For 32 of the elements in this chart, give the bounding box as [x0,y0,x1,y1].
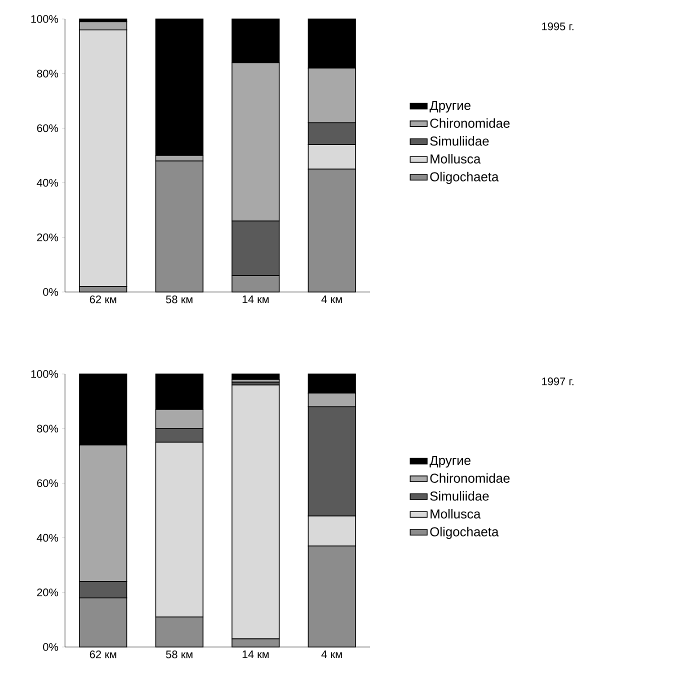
legend-label: Другие [430,100,470,113]
y-tick-label: 80% [37,70,58,78]
legend-label: Mollusca [430,509,481,519]
y-tick-label: 100% [31,370,58,378]
x-tick-label: 58 км [166,650,192,658]
legend-label: Oligochaeta [430,172,499,184]
x-tick-label: 62 км [90,296,116,304]
x-tick-label: 4 км [321,650,342,658]
y-tick-label: 20% [37,588,58,596]
x-tick-label: 14 км [242,296,269,304]
legend-label: Simuliidae [430,136,489,146]
legend-label: Chironomidae [430,118,510,128]
y-tick-label: 80% [37,424,58,432]
legend-label: Mollusca [430,154,481,164]
legend-label: Chironomidae [430,473,510,483]
legend-label: Oligochaeta [430,526,499,539]
y-tick-label: 20% [37,234,58,242]
x-tick-label: 14 км [242,650,269,658]
x-tick-label: 62 км [90,650,116,658]
x-tick-label: 58 км [166,296,192,304]
y-tick-label: 40% [36,534,58,542]
y-tick-label: 60% [37,479,58,488]
y-tick-label: 100% [31,15,58,23]
y-tick-label: 0% [43,643,58,651]
y-tick-label: 0% [43,288,58,296]
x-tick-label: 4 км [321,296,342,304]
legend-label: Simuliidae [430,491,489,501]
text: 1997 г. [542,378,574,386]
legend-label: Другие [430,456,470,468]
y-tick-label: 40% [36,178,58,187]
text: 1995 г. [542,22,574,30]
y-tick-label: 60% [37,124,58,132]
